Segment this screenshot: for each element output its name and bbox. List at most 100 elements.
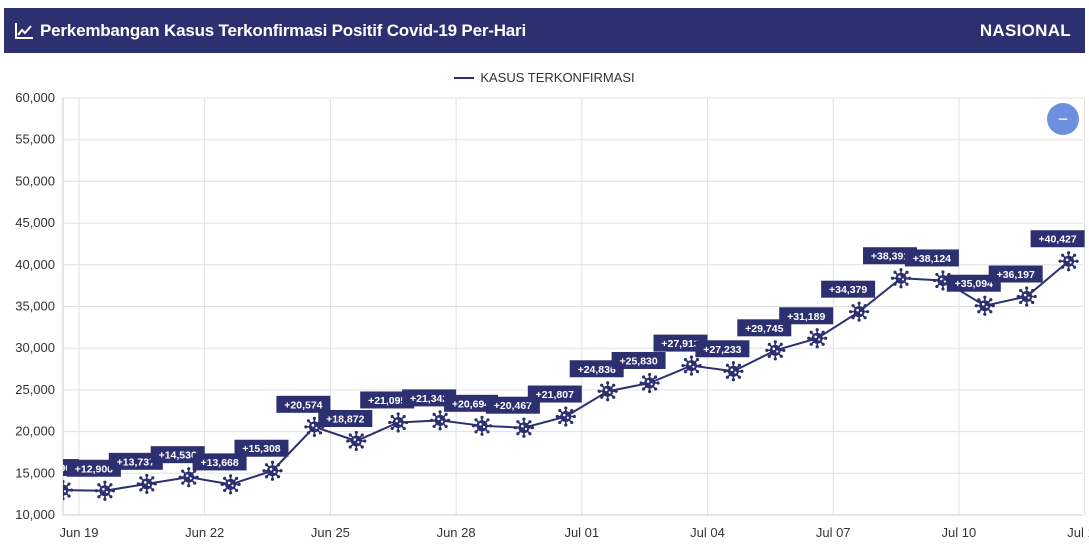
- svg-text:+13,668: +13,668: [200, 457, 238, 469]
- svg-text:+27,913: +27,913: [661, 338, 699, 350]
- data-point-marker[interactable]: [1058, 251, 1079, 272]
- legend-label: KASUS TERKONFIRMASI: [480, 70, 635, 85]
- svg-text:+36,197: +36,197: [997, 269, 1035, 281]
- x-tick-label: Jul 13: [1067, 525, 1089, 540]
- data-point-marker[interactable]: [136, 473, 157, 494]
- data-label: +15,308: [234, 439, 289, 457]
- x-tick-label: Jul 01: [564, 525, 599, 540]
- data-label: +29,745: [737, 319, 792, 337]
- data-point-marker[interactable]: [849, 301, 870, 322]
- data-point-marker[interactable]: [346, 430, 367, 452]
- svg-text:+15,308: +15,308: [242, 443, 280, 455]
- data-point-marker[interactable]: [974, 295, 995, 316]
- data-label: +13,737: [108, 452, 163, 470]
- x-tick-label: Jun 19: [59, 525, 98, 540]
- x-tick-label: Jun 28: [437, 525, 476, 540]
- data-point-marker[interactable]: [890, 268, 912, 289]
- svg-text:+18,872: +18,872: [326, 414, 364, 426]
- svg-text:+20,467: +20,467: [494, 400, 532, 412]
- x-tick-label: Jul 10: [942, 525, 977, 540]
- svg-text:+21,095: +21,095: [368, 395, 406, 407]
- data-point-marker[interactable]: [513, 417, 535, 438]
- y-tick-label: 30,000: [15, 340, 55, 355]
- data-label: +21,807: [527, 385, 582, 403]
- data-point-marker[interactable]: [94, 480, 115, 501]
- data-point-marker[interactable]: [53, 479, 74, 501]
- data-label: +13,668: [192, 453, 247, 471]
- svg-text:+12,906: +12,906: [75, 463, 113, 475]
- x-tick-label: Jun 22: [185, 525, 224, 540]
- svg-text:+13,737: +13,737: [117, 456, 155, 468]
- data-point-marker[interactable]: [1016, 286, 1037, 307]
- y-tick-label: 60,000: [15, 90, 55, 105]
- svg-text:+35,094: +35,094: [955, 278, 993, 290]
- data-label: +20,467: [485, 396, 540, 414]
- data-label: +18,872: [318, 410, 373, 428]
- y-tick-label: 10,000: [15, 507, 55, 522]
- page-title: Perkembangan Kasus Terkonfirmasi Positif…: [40, 20, 526, 40]
- data-label: +21,095: [360, 391, 415, 409]
- x-tick-label: Jun 25: [311, 525, 350, 540]
- svg-text:+25,830: +25,830: [619, 355, 657, 367]
- data-label: +38,391: [863, 247, 917, 265]
- data-point-marker[interactable]: [597, 381, 618, 402]
- data-label: +24,836: [569, 360, 624, 378]
- svg-text:+20,574: +20,574: [284, 399, 322, 411]
- data-label: +14,536: [150, 446, 205, 464]
- minus-icon: −: [1057, 109, 1069, 129]
- legend-swatch: [454, 76, 475, 79]
- svg-text:+24,836: +24,836: [578, 364, 616, 376]
- data-label: +12,906: [66, 459, 121, 477]
- y-tick-label: 50,000: [15, 173, 55, 188]
- region-label: NASIONAL: [979, 20, 1071, 40]
- data-label: +25,830: [611, 351, 666, 369]
- series-group: +12,990 +12,906+13,737+14,536+13,668+15,3…: [53, 230, 1085, 501]
- svg-text:+31,189: +31,189: [787, 311, 825, 323]
- svg-text:+21,807: +21,807: [536, 389, 574, 401]
- data-point-marker[interactable]: [639, 372, 660, 394]
- chart-legend[interactable]: KASUS TERKONFIRMASI: [0, 70, 1089, 85]
- svg-text:+27,233: +27,233: [703, 344, 741, 356]
- x-tick-label: Jul 04: [690, 525, 725, 540]
- y-tick-label: 55,000: [15, 132, 55, 147]
- data-point-marker[interactable]: [178, 467, 199, 488]
- data-point-marker[interactable]: [388, 412, 409, 433]
- data-label: +36,197: [988, 265, 1043, 283]
- y-tick-label: 40,000: [15, 257, 55, 272]
- data-label: +21,342: [402, 389, 457, 407]
- y-tick-label: 15,000: [15, 465, 55, 480]
- data-point-marker[interactable]: [262, 460, 283, 481]
- svg-text:+21,342: +21,342: [410, 393, 448, 405]
- data-point-marker[interactable]: [555, 406, 576, 427]
- chart-header: Perkembangan Kasus Terkonfirmasi Positif…: [4, 8, 1085, 53]
- y-tick-label: 45,000: [15, 215, 55, 230]
- x-tick-label: Jul 07: [816, 525, 851, 540]
- data-label: +31,189: [779, 307, 834, 325]
- data-label: +35,094: [946, 274, 1001, 292]
- data-point-marker[interactable]: [430, 410, 451, 431]
- svg-text:+40,427: +40,427: [1038, 234, 1076, 246]
- data-label: +34,379: [821, 280, 876, 298]
- line-chart-icon: [15, 22, 33, 39]
- data-point-marker[interactable]: [765, 340, 786, 361]
- svg-text:+29,745: +29,745: [745, 323, 783, 335]
- header-title-group: Perkembangan Kasus Terkonfirmasi Positif…: [14, 21, 526, 41]
- data-point-marker[interactable]: [220, 474, 241, 495]
- y-tick-label: 35,000: [15, 299, 55, 314]
- data-label: +27,913: [653, 334, 708, 352]
- data-point-marker[interactable]: [681, 355, 702, 376]
- svg-text:+38,391: +38,391: [871, 251, 909, 263]
- collapse-button[interactable]: −: [1047, 103, 1079, 135]
- svg-text:+20,694: +20,694: [452, 398, 490, 410]
- svg-text:+14,536: +14,536: [159, 450, 197, 462]
- svg-text:+34,379: +34,379: [829, 284, 867, 296]
- data-label: +20,694: [444, 394, 498, 412]
- data-point-marker[interactable]: [932, 270, 954, 291]
- data-point-marker[interactable]: [807, 328, 828, 349]
- data-point-marker[interactable]: [471, 415, 493, 436]
- svg-text:+38,124: +38,124: [913, 253, 951, 265]
- data-label: +27,233: [695, 340, 750, 358]
- data-label: +40,427: [1030, 230, 1085, 248]
- data-point-marker[interactable]: [723, 361, 744, 382]
